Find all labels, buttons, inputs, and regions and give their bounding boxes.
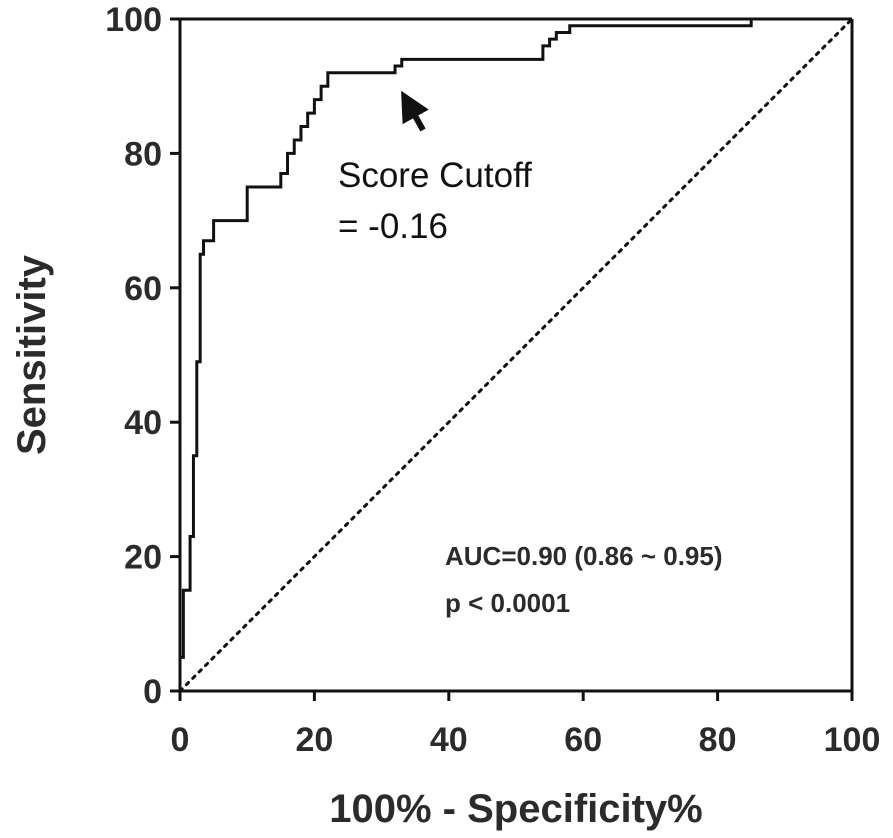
- plot-frame: [178, 17, 854, 693]
- cutoff-label: Score Cutoff: [338, 156, 532, 195]
- x-tick-label: 60: [564, 721, 602, 759]
- auc-label: AUC=0.90 (0.86 ~ 0.95): [445, 541, 723, 571]
- auc-annotation: AUC=0.90 (0.86 ~ 0.95) p < 0.0001: [445, 541, 723, 618]
- y-tick-label: 100: [105, 1, 162, 39]
- y-axis-title: Sensitivity: [10, 254, 54, 455]
- y-tick-label: 0: [143, 673, 162, 711]
- y-tick-label: 80: [124, 135, 162, 173]
- y-tick-label: 20: [124, 539, 162, 577]
- y-axis-ticks: 0 20 40 60 80 100: [105, 1, 180, 711]
- cutoff-annotation: Score Cutoff = -0.16: [338, 90, 532, 246]
- x-tick-label: 100: [824, 721, 881, 759]
- x-tick-label: 40: [430, 721, 468, 759]
- p-value-label: p < 0.0001: [445, 588, 570, 618]
- cutoff-arrow: [401, 90, 429, 132]
- x-tick-label: 80: [699, 721, 737, 759]
- reference-diagonal-line: [178, 17, 854, 693]
- roc-curve-line: [180, 19, 753, 659]
- series-layer: [178, 17, 854, 693]
- y-tick-label: 40: [124, 404, 162, 442]
- x-axis-title: 100% - Specificity%: [329, 787, 703, 831]
- cutoff-value: = -0.16: [338, 207, 448, 246]
- x-tick-label: 0: [171, 721, 190, 759]
- x-axis-ticks: 0 20 40 60 80 100: [171, 691, 881, 759]
- y-tick-label: 60: [124, 270, 162, 308]
- x-tick-label: 20: [295, 721, 333, 759]
